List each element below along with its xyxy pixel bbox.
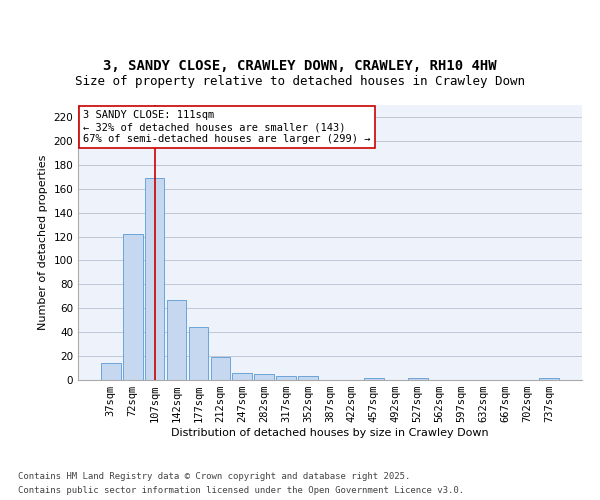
Bar [408, 378, 428, 380]
Bar [539, 378, 559, 380]
Text: 3 SANDY CLOSE: 111sqm
← 32% of detached houses are smaller (143)
67% of semi-det: 3 SANDY CLOSE: 111sqm ← 32% of detached … [83, 110, 371, 144]
Bar [188, 328, 208, 380]
Bar [101, 364, 121, 380]
X-axis label: Distribution of detached houses by size in Crawley Down: Distribution of detached houses by size … [171, 428, 489, 438]
Bar [232, 373, 252, 380]
Bar [276, 376, 296, 380]
Bar [298, 376, 318, 380]
Bar [123, 234, 143, 380]
Text: 3, SANDY CLOSE, CRAWLEY DOWN, CRAWLEY, RH10 4HW: 3, SANDY CLOSE, CRAWLEY DOWN, CRAWLEY, R… [103, 58, 497, 72]
Bar [254, 374, 274, 380]
Bar [167, 300, 187, 380]
Bar [145, 178, 164, 380]
Text: Contains public sector information licensed under the Open Government Licence v3: Contains public sector information licen… [18, 486, 464, 495]
Text: Size of property relative to detached houses in Crawley Down: Size of property relative to detached ho… [75, 74, 525, 88]
Bar [211, 358, 230, 380]
Bar [364, 378, 384, 380]
Text: Contains HM Land Registry data © Crown copyright and database right 2025.: Contains HM Land Registry data © Crown c… [18, 472, 410, 481]
Y-axis label: Number of detached properties: Number of detached properties [38, 155, 48, 330]
